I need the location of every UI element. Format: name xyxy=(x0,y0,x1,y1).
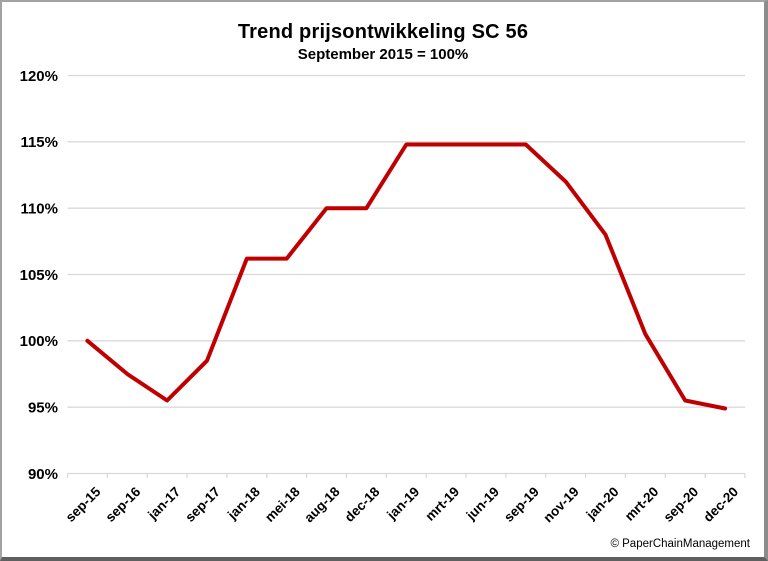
chart-title: Trend prijsontwikkeling SC 56 xyxy=(237,21,529,43)
x-tick-label: sep-15 xyxy=(63,484,104,525)
x-tick-label: jun-19 xyxy=(463,484,502,523)
y-tick-label: 110% xyxy=(20,200,58,217)
x-tick-label: mrt-20 xyxy=(622,484,662,524)
y-tick-label: 105% xyxy=(20,267,58,284)
y-tick-label: 90% xyxy=(28,466,58,483)
x-tick-label: jan-18 xyxy=(224,484,263,523)
x-tick-label: sep-16 xyxy=(103,484,144,525)
x-tick-label: nov-19 xyxy=(540,484,581,525)
x-tick-label: sep-20 xyxy=(660,484,701,525)
x-tick-label: mrt-19 xyxy=(422,484,462,524)
x-tick-label: sep-17 xyxy=(182,484,223,525)
x-tick-label: jan-19 xyxy=(383,484,422,523)
x-tick-label: jan-20 xyxy=(583,484,622,523)
y-tick-label: 120% xyxy=(20,68,58,85)
y-tick-label: 100% xyxy=(20,333,58,350)
x-tick-label: jan-17 xyxy=(144,484,183,523)
x-tick-label: dec-18 xyxy=(342,484,383,525)
y-tick-label: 115% xyxy=(20,134,58,151)
price-trend-line xyxy=(85,142,728,411)
copyright-text: © PaperChainManagement xyxy=(610,538,750,550)
chart-subtitle: September 2015 = 100% xyxy=(297,46,469,63)
x-tick-label: sep-19 xyxy=(501,484,542,525)
x-tick-label: aug-18 xyxy=(301,484,343,526)
x-tick-label: mei-18 xyxy=(262,484,303,525)
y-tick-label: 95% xyxy=(28,399,58,416)
x-tick-label: dec-20 xyxy=(700,484,741,525)
